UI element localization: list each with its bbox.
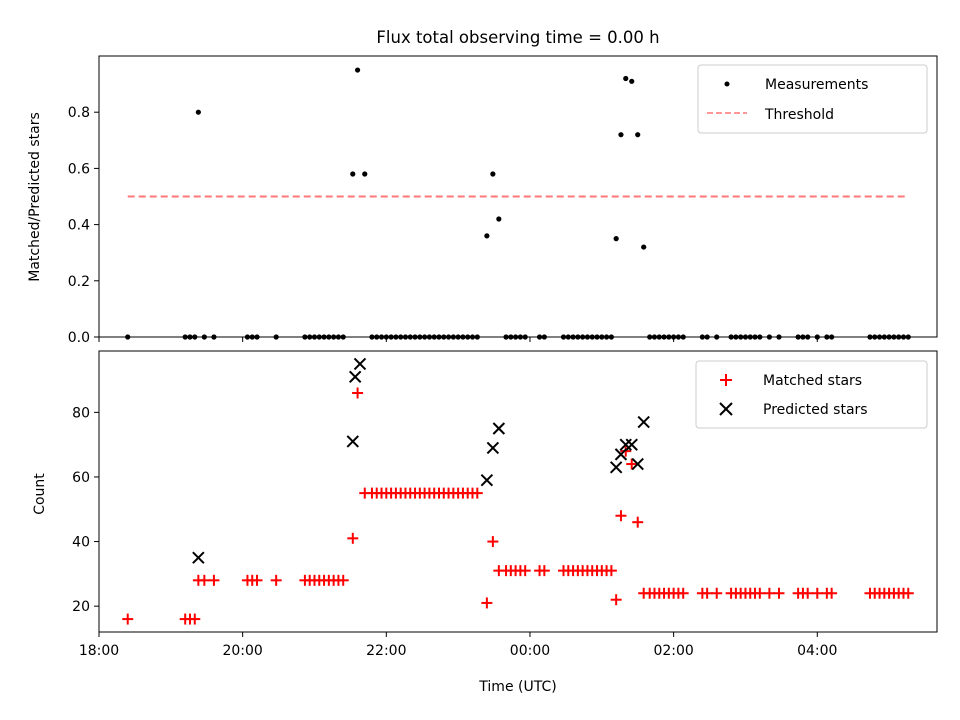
matched-star-point bbox=[208, 574, 220, 586]
bottom-series-matched-stars bbox=[122, 387, 914, 625]
legend-predicted-marker bbox=[719, 402, 733, 416]
top-y-tick-label: 0.2 bbox=[68, 274, 90, 290]
measurement-point bbox=[362, 171, 368, 177]
measurement-point bbox=[354, 67, 361, 73]
measurement-point bbox=[350, 171, 356, 177]
matched-star-point bbox=[773, 587, 785, 599]
predicted-star-point bbox=[625, 438, 638, 451]
matched-star-point bbox=[711, 587, 723, 599]
bottom-x-tick-label: 22:00 bbox=[366, 643, 406, 659]
legend-matched-label: Matched stars bbox=[763, 373, 862, 389]
matched-star-point bbox=[337, 574, 349, 586]
bottom-y-tick-label: 80 bbox=[72, 405, 90, 421]
measurement-point bbox=[618, 132, 624, 138]
bottom-y-tick-label: 40 bbox=[72, 535, 90, 551]
matched-star-point bbox=[352, 387, 364, 399]
predicted-star-point bbox=[492, 422, 506, 435]
top-axes-frame bbox=[98, 55, 938, 338]
bottom-legend-box bbox=[695, 360, 928, 429]
measurement-point bbox=[195, 109, 201, 115]
top-series-measurements bbox=[125, 67, 911, 340]
bottom-series-predicted-stars bbox=[192, 357, 650, 564]
matched-star-point bbox=[811, 587, 823, 599]
matched-star-point bbox=[802, 587, 814, 599]
top-y-axis-label: Matched/Predicted stars bbox=[27, 112, 43, 282]
predicted-star-point bbox=[609, 461, 623, 474]
top-y-tick-label: 0.6 bbox=[68, 161, 90, 177]
measurement-point bbox=[623, 75, 629, 82]
predicted-star-point bbox=[192, 551, 205, 564]
legend-predicted-label: Predicted stars bbox=[763, 402, 868, 418]
matched-star-point bbox=[632, 516, 644, 528]
legend-matched-marker bbox=[720, 374, 732, 386]
top-y-tick-label: 0.4 bbox=[68, 218, 90, 234]
matched-star-point bbox=[481, 597, 493, 609]
top-legend: Measurements Threshold bbox=[697, 64, 928, 134]
matched-star-point bbox=[610, 594, 622, 606]
predicted-star-point bbox=[353, 357, 367, 371]
matched-star-point bbox=[198, 574, 210, 586]
matched-star-point bbox=[605, 565, 617, 577]
measurement-point bbox=[484, 233, 490, 239]
bottom-panel: Count Time (UTC) Matched stars Predicted… bbox=[32, 350, 938, 695]
bottom-x-tick-label: 02:00 bbox=[653, 643, 693, 659]
tick-layer: 0.0 0.2 0.4 0.6 0.8 20 40 60 80 18:00 20:00 22:00 00… bbox=[68, 105, 838, 659]
matched-star-point bbox=[270, 574, 282, 586]
measurement-point bbox=[490, 171, 496, 177]
top-chart-title: Flux total observing time = 0.00 h bbox=[376, 28, 659, 47]
bottom-y-tick-label: 20 bbox=[72, 599, 90, 615]
bottom-x-tick-label: 00:00 bbox=[510, 643, 550, 659]
matched-star-point bbox=[902, 587, 914, 599]
matched-star-point bbox=[487, 536, 499, 548]
bottom-marks-layer bbox=[122, 357, 914, 625]
measurement-point bbox=[613, 236, 619, 242]
matched-star-point bbox=[538, 565, 550, 577]
top-y-tick-label: 0.0 bbox=[68, 330, 90, 346]
measurement-point bbox=[629, 78, 635, 84]
matched-star-point bbox=[826, 587, 838, 599]
measurement-point bbox=[496, 216, 502, 222]
matched-star-point bbox=[677, 587, 689, 599]
matched-star-point bbox=[189, 613, 201, 625]
legend-measurements-marker bbox=[724, 81, 730, 87]
matched-star-point bbox=[754, 587, 766, 599]
matched-star-point bbox=[122, 613, 134, 625]
predicted-star-point bbox=[631, 457, 644, 471]
legend-threshold-label: Threshold bbox=[764, 107, 834, 123]
bottom-x-tick-label: 04:00 bbox=[797, 643, 837, 659]
matched-star-point bbox=[615, 510, 627, 522]
measurement-point bbox=[635, 132, 641, 138]
top-y-tick-label: 0.8 bbox=[68, 105, 90, 121]
predicted-star-point bbox=[346, 435, 360, 448]
matched-star-point bbox=[471, 487, 483, 499]
bottom-x-tick-label: 18:00 bbox=[79, 643, 119, 659]
legend-measurements-label: Measurements bbox=[765, 77, 868, 93]
bottom-legend: Matched stars Predicted stars bbox=[695, 360, 928, 429]
top-panel: Matched/Predicted stars Measurements Thr… bbox=[27, 55, 938, 340]
predicted-star-point bbox=[480, 473, 494, 487]
bottom-axes-frame bbox=[98, 350, 938, 633]
matched-star-point bbox=[519, 565, 531, 577]
predicted-star-point bbox=[637, 415, 650, 429]
bottom-x-tick-label: 20:00 bbox=[222, 643, 262, 659]
measurement-point bbox=[641, 244, 647, 250]
matched-star-point bbox=[763, 587, 775, 599]
matched-star-point bbox=[626, 458, 638, 470]
bottom-y-tick-label: 60 bbox=[72, 470, 90, 486]
predicted-star-point bbox=[486, 441, 500, 455]
predicted-star-point bbox=[614, 448, 628, 461]
matched-star-point bbox=[620, 445, 632, 457]
matched-star-point bbox=[347, 532, 359, 544]
bottom-y-axis-label: Count bbox=[32, 473, 48, 515]
top-marks-layer bbox=[125, 67, 911, 340]
matched-star-point bbox=[251, 574, 263, 586]
top-legend-box bbox=[697, 64, 928, 134]
bottom-x-axis-label: Time (UTC) bbox=[478, 679, 556, 695]
matched-star-point bbox=[701, 587, 713, 599]
predicted-star-point bbox=[348, 370, 362, 384]
